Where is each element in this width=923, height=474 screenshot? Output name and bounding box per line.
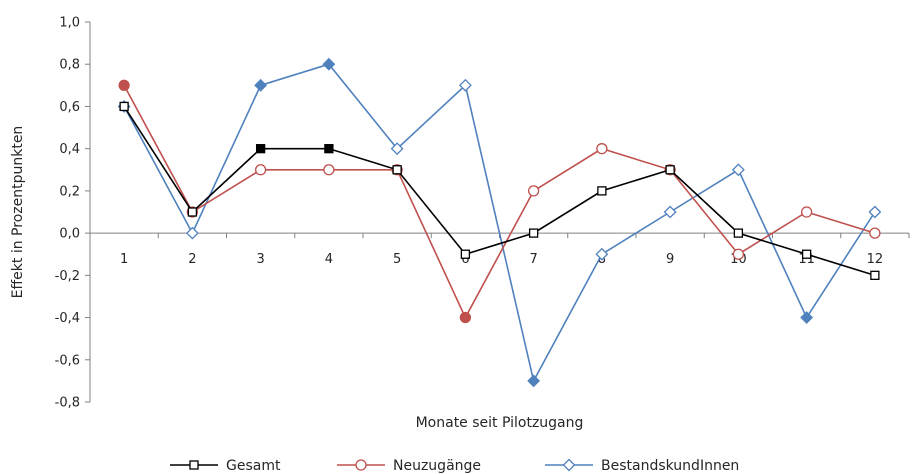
data-point [732, 248, 745, 260]
data-point [663, 205, 677, 219]
data-point [731, 163, 745, 177]
y-tick-labels: -0,8 -0,6 -0,4 -0,2 0,0 0,2 0,4 0,6 0,8 1,0 [55, 16, 80, 411]
legend-label: Gesamt [226, 458, 281, 474]
x-tick-label: 12 [867, 252, 884, 267]
y-axis-label: Effekt in Prozentpunkten [10, 126, 26, 299]
data-point [187, 207, 198, 217]
data-point [185, 226, 199, 240]
data-point [460, 249, 471, 259]
data-point [458, 78, 472, 92]
x-tick-labels: 123456789101112 [120, 252, 883, 267]
data-point [392, 165, 402, 175]
data-point [324, 144, 334, 154]
y-tick-label: -0,6 [55, 353, 80, 368]
series-group [117, 57, 882, 388]
y-tick-label: 0,6 [59, 100, 80, 115]
data-point [527, 374, 541, 388]
legend: Gesamt Neuzugänge BestandskundInnen [170, 458, 739, 474]
y-tick-label: -0,8 [55, 396, 80, 411]
series-neuzugänge [118, 79, 881, 324]
x-tick-label: 4 [325, 252, 333, 267]
legend-marker [189, 460, 199, 470]
data-point [323, 164, 335, 176]
series-line [123, 106, 876, 277]
data-point [733, 228, 744, 238]
y-tick-label: 0,0 [59, 227, 80, 242]
y-tick-label: 1,0 [59, 16, 80, 31]
x-tick-label: 7 [529, 252, 537, 267]
x-tick-label: 5 [393, 252, 401, 267]
series-bestandskundinnen [117, 57, 882, 388]
data-point [800, 311, 814, 324]
x-axis-label: Monate seit Pilotzugang [416, 415, 584, 431]
data-point [527, 185, 540, 197]
legend-label: BestandskundInnen [601, 458, 739, 474]
x-tick-label: 9 [666, 252, 674, 267]
data-point [528, 228, 539, 238]
x-tick-label: 1 [120, 252, 128, 267]
legend-marker [562, 458, 576, 472]
series-line [123, 84, 876, 320]
axes [85, 21, 910, 403]
data-point [665, 165, 675, 175]
data-point [322, 57, 336, 71]
x-tick-label: 6 [461, 252, 469, 267]
data-point [390, 142, 404, 156]
data-point [119, 101, 129, 112]
legend-item-bestandskundinnen: BestandskundInnen [545, 458, 739, 474]
legend-item-gesamt: Gesamt [170, 458, 281, 474]
y-tick-label: 0,2 [59, 184, 80, 199]
legend-marker [355, 459, 367, 471]
series-gesamt [119, 101, 880, 280]
data-point [595, 247, 609, 261]
data-point [801, 249, 812, 259]
data-point [255, 144, 266, 154]
data-point [597, 186, 607, 196]
x-tick-label: 2 [188, 252, 196, 267]
data-point [459, 311, 472, 324]
y-tick-label: 0,4 [59, 142, 80, 157]
data-point [800, 206, 813, 218]
x-tick-label: 3 [256, 252, 264, 267]
data-point [868, 205, 882, 219]
data-point [254, 78, 268, 92]
series-line [123, 63, 876, 384]
y-tick-label: -0,4 [55, 311, 80, 326]
legend-item-neuzugänge: Neuzugänge [337, 458, 481, 474]
data-point [596, 143, 608, 155]
legend-label: Neuzugänge [393, 458, 481, 474]
data-point [254, 164, 267, 176]
data-point [870, 270, 880, 280]
y-tick-label: -0,2 [55, 269, 80, 284]
data-point [118, 79, 130, 91]
data-point [869, 227, 881, 239]
y-tick-label: 0,8 [59, 58, 80, 73]
